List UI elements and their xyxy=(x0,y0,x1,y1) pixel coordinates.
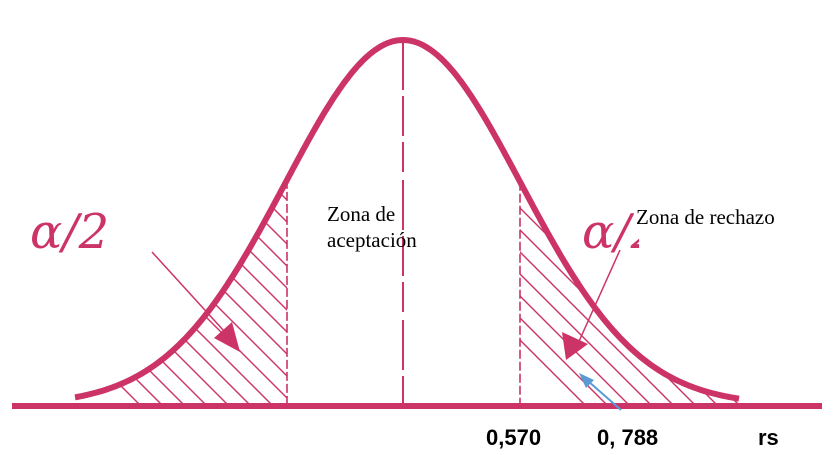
hatch-line xyxy=(583,181,740,405)
hatch-line xyxy=(520,181,740,405)
rejection-zone-arrow xyxy=(579,373,622,411)
hatch-line xyxy=(520,181,586,405)
hatch-line xyxy=(520,181,608,405)
critical-value-788: 0, 788 xyxy=(597,425,659,450)
hatch-line xyxy=(760,140,835,405)
hatch-line xyxy=(75,179,287,405)
hatch-line xyxy=(649,181,740,405)
hatch-line xyxy=(520,181,718,405)
left-rejection-hatch xyxy=(75,179,287,405)
blue-arrowhead xyxy=(579,373,594,388)
hatch-line xyxy=(671,181,740,405)
critical-value-570: 0,570 xyxy=(486,425,542,450)
hatch-line xyxy=(75,179,229,405)
hatch-line xyxy=(75,179,141,405)
left-alpha-pointer xyxy=(151,251,240,352)
hatch-line xyxy=(75,179,207,405)
hatch-line xyxy=(226,179,287,405)
rejection-zone-label: Zona de rechazo xyxy=(634,204,777,231)
pointer-arrowhead xyxy=(214,322,240,352)
hatch-line xyxy=(715,181,740,405)
hatch-line xyxy=(520,181,674,405)
hatch-line xyxy=(737,181,740,405)
blue-arrow-line xyxy=(587,380,622,411)
pointer-line xyxy=(151,251,235,343)
hatch-line xyxy=(693,181,740,405)
hatch-line xyxy=(138,179,287,405)
hatch-line xyxy=(182,179,287,405)
hatch-line xyxy=(539,181,740,405)
pointer-arrowhead xyxy=(562,332,588,360)
hatch-line xyxy=(561,181,740,405)
acceptance-zone-label: Zona de aceptación xyxy=(327,201,417,254)
alpha-half-left-label: α/2 xyxy=(30,204,110,260)
bell-curve xyxy=(74,37,740,402)
right-alpha-pointer xyxy=(562,249,621,360)
hatch-line xyxy=(605,181,740,405)
hatch-line xyxy=(520,181,652,405)
hatch-line xyxy=(204,179,287,405)
hatch-line xyxy=(75,179,163,405)
hatch-line xyxy=(94,179,287,405)
hatch-line xyxy=(75,179,251,405)
hatch-line xyxy=(75,179,287,405)
hatch-line xyxy=(520,181,630,405)
pointer-line xyxy=(575,249,621,349)
hatch-line xyxy=(782,140,835,405)
axis-variable-rs: rs xyxy=(758,425,779,450)
hatch-line xyxy=(520,181,740,405)
alpha-half-right-label: α/2 xyxy=(582,204,662,260)
hatch-line xyxy=(160,179,287,405)
acceptance-zone-line-2: aceptación xyxy=(327,228,417,253)
hatch-line xyxy=(75,179,287,405)
hatch-line xyxy=(627,181,740,405)
acceptance-zone-line-1: Zona de xyxy=(327,202,396,226)
right-rejection-hatch xyxy=(520,140,835,405)
